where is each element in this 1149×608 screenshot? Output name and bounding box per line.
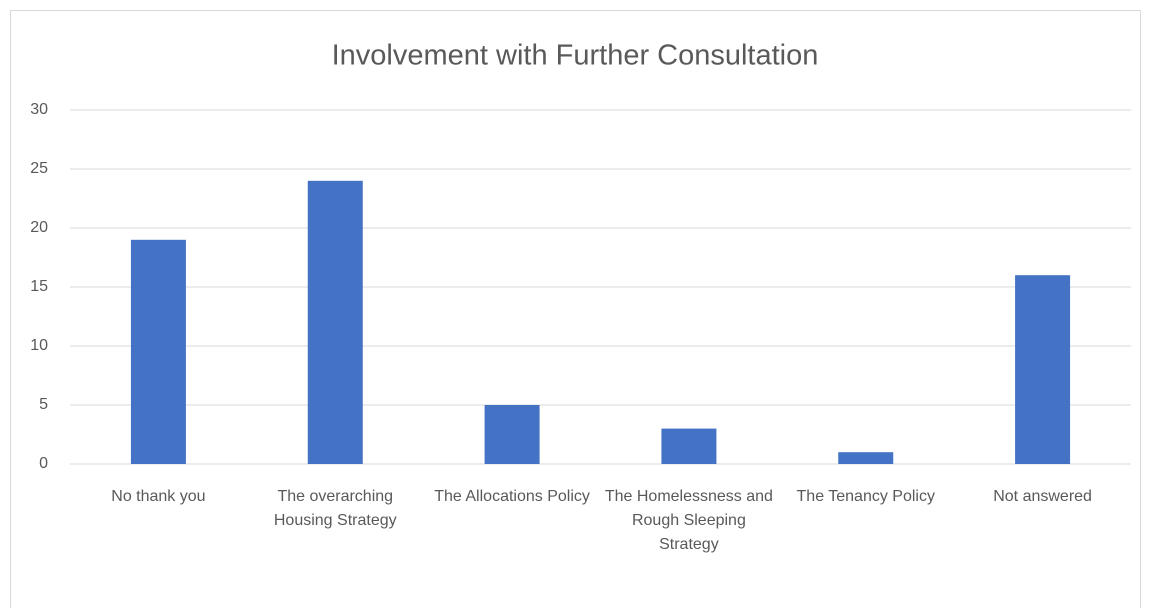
bar <box>838 452 894 464</box>
y-tick-label: 20 <box>30 219 48 236</box>
bar <box>1015 275 1071 464</box>
chart-title: Involvement with Further Consultation <box>332 40 819 72</box>
y-tick-label: 15 <box>30 278 48 295</box>
x-tick-label: The overarching Housing Strategy <box>273 488 397 529</box>
y-tick-label: 25 <box>30 160 48 177</box>
bar <box>661 428 717 464</box>
y-tick-label: 5 <box>39 396 48 413</box>
y-tick-label: 10 <box>30 337 48 354</box>
x-tick-label: The Tenancy Policy <box>796 488 935 505</box>
x-tick-label: The Allocations Policy <box>434 488 590 505</box>
y-tick-label: 0 <box>39 455 48 472</box>
bar <box>307 180 363 465</box>
y-tick-label: 30 <box>30 101 48 118</box>
bar <box>130 239 186 464</box>
x-tick-label: The Homelessness and Rough Sleeping Stra… <box>604 488 773 553</box>
x-tick-label: No thank you <box>111 488 206 505</box>
x-tick-label: Not answered <box>993 488 1092 505</box>
bar <box>484 405 540 464</box>
